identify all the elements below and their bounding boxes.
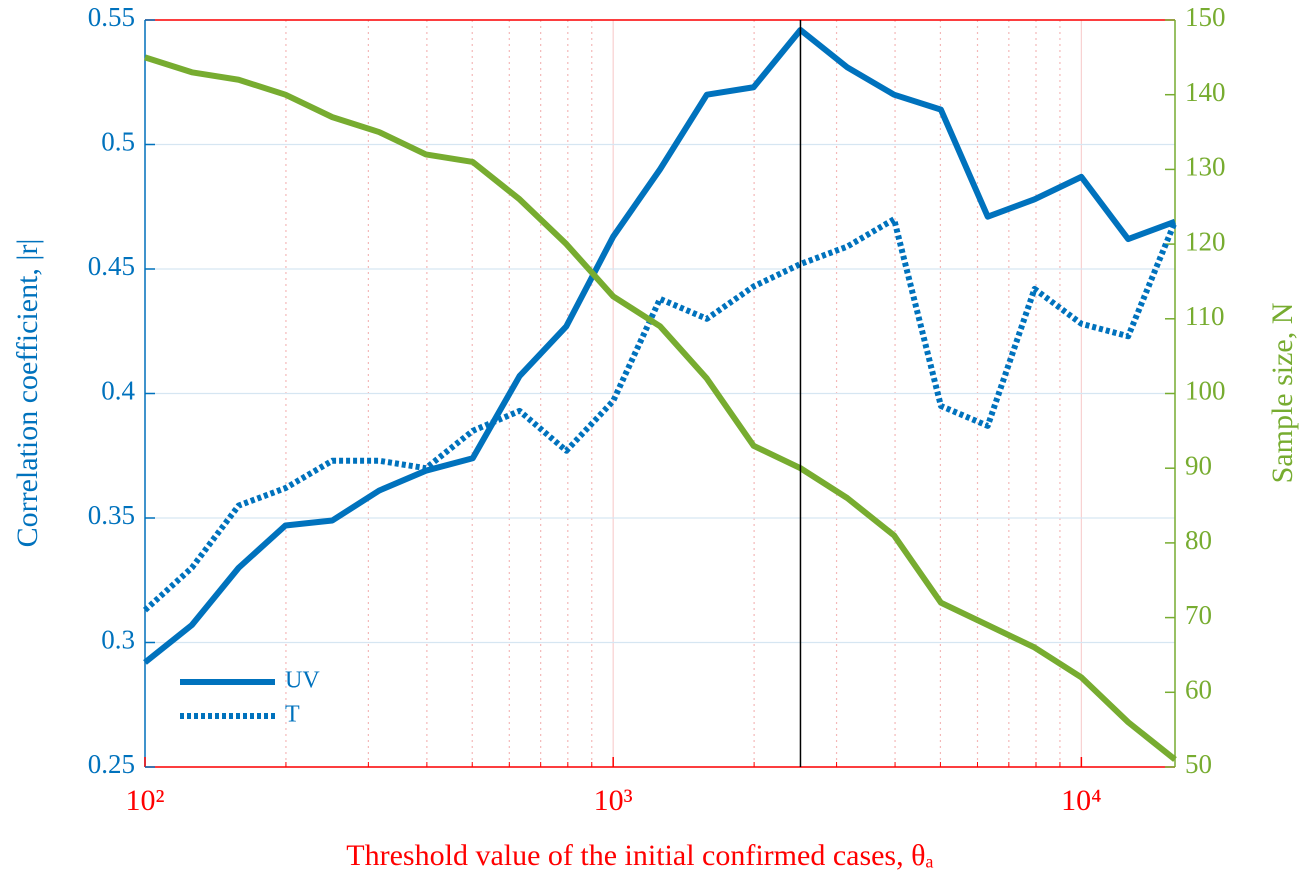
y-tick-label: 0.45: [88, 251, 135, 281]
y2-axis-label: Sample size, N: [1266, 303, 1299, 484]
x-axis-label: Threshold value of the initial confirmed…: [346, 839, 933, 872]
y2-tick-label: 110: [1185, 301, 1225, 331]
series-line: [143, 26, 1177, 665]
y2-tick-label: 150: [1185, 2, 1226, 32]
y-tick-label: 0.25: [88, 749, 135, 779]
legend-label: UV: [285, 668, 320, 694]
y2-tick-label: 140: [1185, 77, 1226, 107]
y2-tick-label: 130: [1185, 152, 1226, 182]
y2-tick-label: 80: [1185, 525, 1212, 555]
y2-tick-label: 90: [1185, 450, 1212, 480]
y-tick-label: 0.4: [101, 376, 135, 406]
y2-tick-label: 120: [1185, 226, 1226, 256]
series-line: [142, 216, 1178, 613]
y-tick-label: 0.55: [88, 2, 135, 32]
y2-tick-label: 70: [1185, 600, 1212, 630]
y2-tick-label: 50: [1185, 749, 1212, 779]
x-tick-label: 10³: [594, 784, 633, 817]
y-tick-label: 0.3: [101, 625, 135, 655]
series-line: [144, 54, 1177, 762]
y2-tick-label: 100: [1185, 376, 1226, 406]
y-tick-label: 0.35: [88, 500, 135, 530]
legend-label: T: [285, 702, 300, 728]
y2-tick-label: 60: [1185, 675, 1212, 705]
x-tick-label: 10⁴: [1061, 784, 1101, 817]
x-tick-label: 10²: [126, 784, 165, 817]
y-axis-label: Correlation coefficient, |r|: [11, 239, 44, 548]
y-tick-label: 0.5: [101, 127, 135, 157]
